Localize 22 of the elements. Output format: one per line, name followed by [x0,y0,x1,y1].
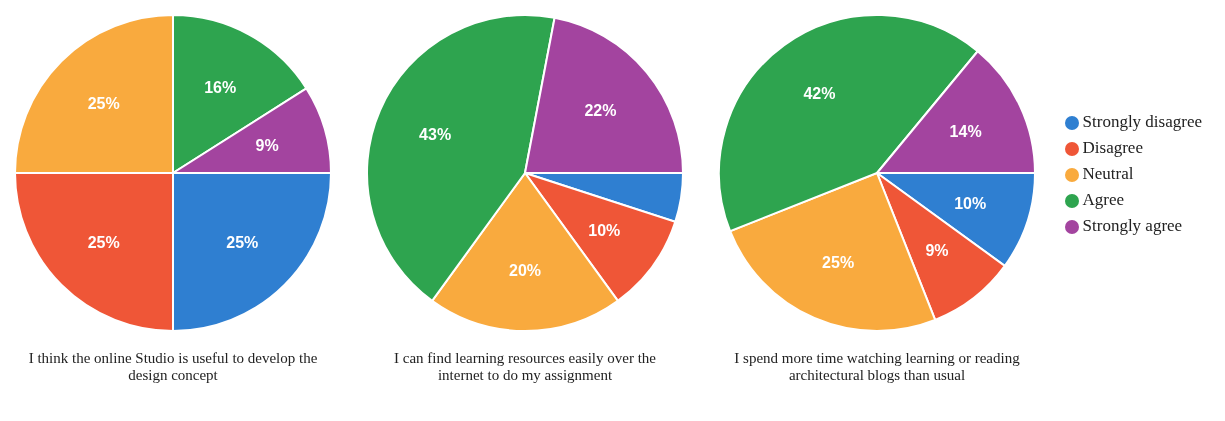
legend-label: Strongly disagree [1082,112,1202,131]
legend-label: Neutral [1082,164,1134,183]
data-label: 20% [508,262,542,280]
data-label: 25% [87,95,120,113]
data-label: 22% [584,102,617,120]
data-label: 25% [226,233,259,251]
data-label: 25% [822,254,855,272]
text: I think the online Studio is useful to develop the design concept [27,350,319,384]
text: I spend more time watching learning or reading architectural blogs than usual [733,350,1021,384]
data-label: 9% [255,137,279,155]
legend-label: Agree [1082,190,1125,209]
data-label: 14% [949,122,982,140]
data-label: 42% [803,85,836,103]
data-label: 25% [87,233,120,251]
legend-label: Disagree [1082,138,1143,157]
data-label: 10% [954,194,987,212]
data-label: 9% [925,241,949,259]
data-label: 10% [588,222,621,240]
text: I can find learning resources easily over the internet to do my assignment [393,350,657,384]
legend-label: Strongly agree [1082,216,1183,235]
data-label: 16% [204,78,237,96]
data-label: 43% [419,125,452,143]
